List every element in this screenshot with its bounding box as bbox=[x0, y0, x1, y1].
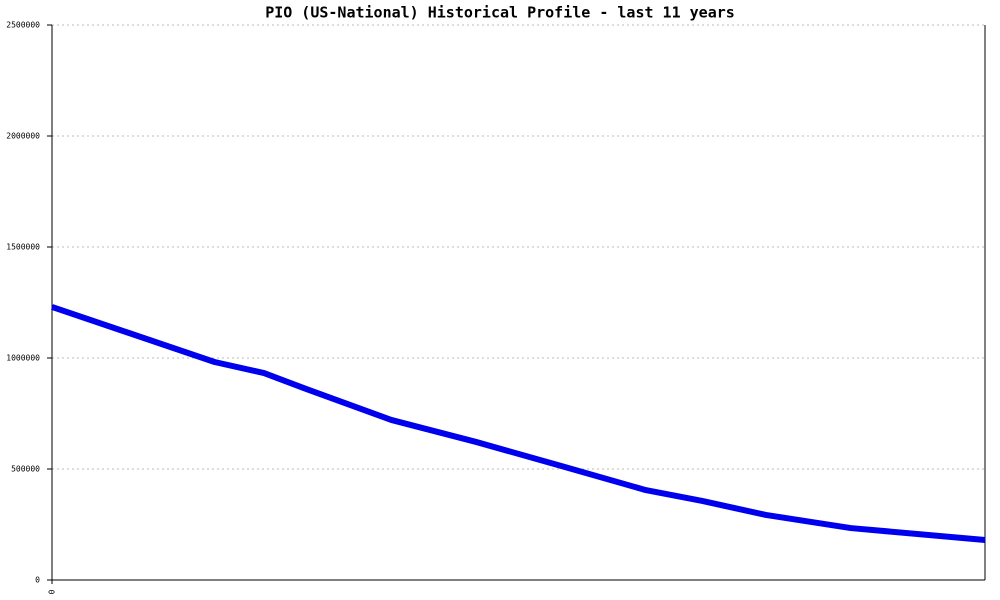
y-tick-label: 2500000 bbox=[6, 21, 40, 30]
y-tick-label: 1000000 bbox=[6, 354, 40, 363]
y-tick-label: 500000 bbox=[11, 465, 40, 474]
x-tick-label: 0 bbox=[48, 589, 57, 594]
y-tick-label: 0 bbox=[35, 576, 40, 585]
chart-title: PIO (US-National) Historical Profile - l… bbox=[265, 4, 735, 22]
data-line bbox=[51, 304, 986, 544]
y-tick-label: 2000000 bbox=[6, 132, 40, 141]
y-tick-label: 1500000 bbox=[6, 243, 40, 252]
